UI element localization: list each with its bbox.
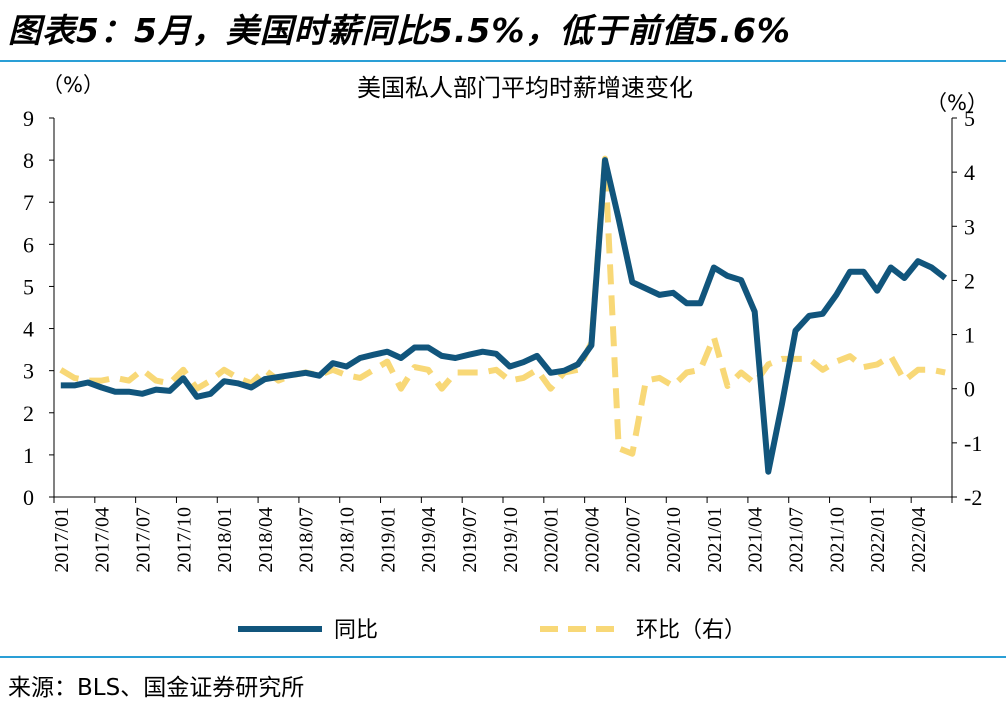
axes: 0 1 2 3 4 5 6 7 8 9 -2 -1 0 1 2 3 4 5 2017/01 2017/04 2017/0…: [23, 106, 982, 573]
left-tick-label: 2: [23, 401, 34, 426]
x-tick-label: 2020/04: [581, 507, 603, 573]
left-tick-label: 0: [23, 485, 34, 510]
x-tick-label: 2022/04: [908, 507, 930, 573]
right-tick-label: -1: [964, 431, 982, 456]
x-tick-label: 2017/10: [173, 507, 195, 573]
left-axis-unit: （%）: [42, 73, 104, 97]
series-line-yoy: [60, 157, 948, 475]
series-line-mom: [59, 155, 946, 457]
x-tick-label: 2021/10: [826, 507, 848, 573]
right-tick-label: 2: [964, 268, 975, 293]
x-tick-label: 2018/07: [296, 507, 318, 573]
left-tick-label: 3: [23, 359, 34, 384]
figure-title: 图表5：5月，美国时薪同比5.5%，低于前值5.6%: [8, 11, 791, 50]
x-tick-label: 2021/01: [704, 507, 726, 573]
right-tick-label: 4: [964, 160, 975, 185]
legend: 同比 环比（右）: [238, 618, 746, 643]
right-tick-label: 5: [964, 106, 975, 131]
left-tick-label: 6: [23, 232, 34, 257]
x-tick-label: 2018/04: [255, 507, 277, 573]
x-tick-label: 2021/07: [786, 507, 808, 573]
left-tick-label: 4: [23, 317, 34, 342]
x-tick-label: 2020/07: [622, 507, 644, 573]
x-tick-label: 2017/07: [132, 507, 154, 573]
x-tick-label: 2019/04: [418, 507, 440, 573]
x-tick-label: 2018/01: [214, 507, 236, 573]
x-tick-label: 2019/07: [459, 507, 481, 573]
left-tick-label: 9: [23, 106, 34, 131]
legend-label-yoy: 同比: [334, 618, 378, 643]
chart-title: 美国私人部门平均时薪增速变化: [357, 74, 693, 102]
left-tick-label: 5: [23, 274, 34, 299]
top-rule: [0, 60, 1006, 62]
left-tick-label: 8: [23, 148, 34, 173]
x-tick-label: 2022/01: [867, 507, 889, 573]
x-tick-label: 2020/10: [663, 507, 685, 573]
x-tick-label: 2018/10: [337, 507, 359, 573]
x-tick-label: 2019/01: [377, 507, 399, 573]
legend-label-mom: 环比（右）: [636, 618, 746, 643]
plot-area: [59, 155, 948, 475]
right-tick-label: 0: [964, 377, 975, 402]
source-note: 来源：BLS、国金证券研究所: [8, 675, 305, 701]
x-tick-label: 2017/01: [51, 507, 73, 573]
left-tick-label: 7: [23, 190, 34, 215]
x-tick-label: 2020/01: [541, 507, 563, 573]
x-tick-label: 2019/10: [500, 507, 522, 573]
right-tick-label: -2: [964, 485, 982, 510]
right-tick-label: 3: [964, 214, 975, 239]
right-tick-label: 1: [964, 323, 975, 348]
bottom-rule: [0, 656, 1006, 658]
x-tick-label: 2017/04: [92, 507, 114, 573]
right-axis-unit: （%）: [926, 91, 988, 115]
x-tick-label: 2021/04: [745, 507, 767, 573]
left-tick-label: 1: [23, 443, 34, 468]
